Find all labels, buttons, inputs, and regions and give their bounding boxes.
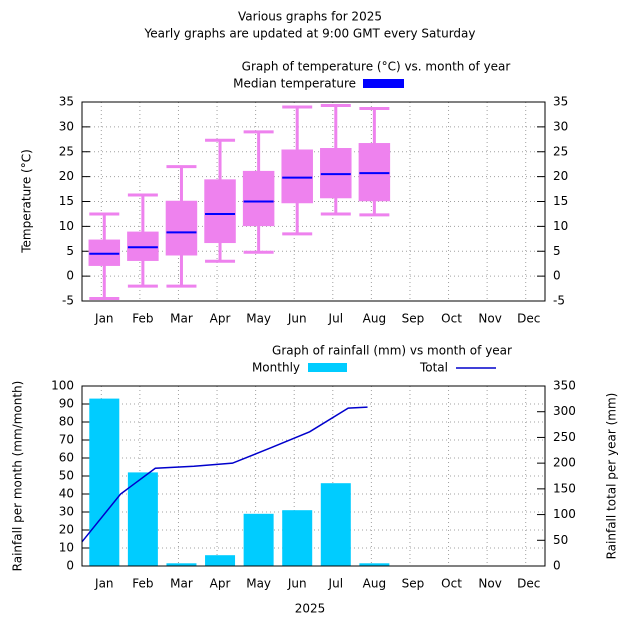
y-tick-label: 0 <box>66 559 74 573</box>
y-tick-label: 90 <box>59 397 74 411</box>
line <box>81 406 368 543</box>
plot-frame <box>81 101 546 302</box>
x-tick-label: Oct <box>441 577 462 591</box>
legend-swatch <box>308 363 347 372</box>
y-tick-label: 60 <box>59 451 74 465</box>
y-tick-label: 70 <box>59 433 74 447</box>
x-tick-label: Apr <box>210 577 231 591</box>
bar <box>166 563 197 566</box>
legend-label: Median temperature <box>233 77 356 91</box>
chart-title: Graph of temperature (°C) vs. month of y… <box>242 60 511 74</box>
x-tick-label: Aug <box>363 577 386 591</box>
y2-tick-label: 50 <box>553 533 568 547</box>
y2-tick-label: 25 <box>553 144 568 158</box>
y-tick-label: 10 <box>59 219 74 233</box>
y-tick-label: 5 <box>66 244 74 258</box>
y2-tick-label: 150 <box>553 481 576 495</box>
x-tick-label: Jan <box>94 577 114 591</box>
box <box>242 170 275 227</box>
y2-tick-label: 20 <box>553 169 568 183</box>
y2-axis-label: Rainfall total per year (mm) <box>605 393 619 560</box>
y-tick-label: 15 <box>59 194 74 208</box>
y-axis-label: Rainfall per month (mm/month) <box>11 381 25 572</box>
x-tick-label: Nov <box>478 577 501 591</box>
y2-tick-label: 250 <box>553 430 576 444</box>
box <box>281 149 313 204</box>
x-tick-label: Nov <box>478 312 501 326</box>
y2-tick-label: 15 <box>553 194 568 208</box>
x-tick-label: Mar <box>170 312 193 326</box>
bar <box>282 510 313 566</box>
y2-tick-label: 35 <box>553 95 568 109</box>
legend-label: Monthly <box>252 361 300 375</box>
y2-tick-label: 300 <box>553 404 576 418</box>
y-tick-label: -5 <box>62 294 74 308</box>
y-tick-label: 25 <box>59 144 74 158</box>
x-tick-label: Feb <box>132 577 153 591</box>
x-tick-label: Jul <box>328 312 343 326</box>
y2-tick-label: 200 <box>553 456 576 470</box>
legend-swatch <box>363 79 404 88</box>
x-tick-label: Dec <box>517 312 540 326</box>
y-tick-label: 80 <box>59 415 74 429</box>
page-subtitle: Yearly graphs are updated at 9:00 GMT ev… <box>143 27 475 41</box>
y-tick-label: 30 <box>59 505 74 519</box>
y-tick-label: 0 <box>66 269 74 283</box>
y2-tick-label: 100 <box>553 507 576 521</box>
legend-label: Total <box>419 361 448 375</box>
box <box>165 200 198 256</box>
y-tick-label: 20 <box>59 523 74 537</box>
y-tick-label: 20 <box>59 169 74 183</box>
x-tick-label: May <box>246 312 271 326</box>
y-tick-label: 30 <box>59 119 74 133</box>
x-tick-label: May <box>246 577 271 591</box>
x-tick-label: Oct <box>441 312 462 326</box>
bar <box>89 398 120 566</box>
y2-tick-label: 0 <box>553 269 561 283</box>
bar <box>320 483 351 566</box>
page-title: Various graphs for 2025 <box>238 10 382 24</box>
x-tick-label: Jul <box>328 577 343 591</box>
bar <box>205 555 236 566</box>
y-axis-label: Temperature (°C) <box>20 149 34 254</box>
x-tick-label: Apr <box>210 312 231 326</box>
y-tick-label: 100 <box>51 379 74 393</box>
bar <box>359 563 390 566</box>
x-axis-label: 2025 <box>295 602 326 616</box>
y-tick-label: 40 <box>59 487 74 501</box>
x-tick-label: Jun <box>287 577 307 591</box>
y2-tick-label: 0 <box>553 559 561 573</box>
bar <box>243 513 274 566</box>
y-tick-label: 50 <box>59 469 74 483</box>
y2-tick-label: 350 <box>553 379 576 393</box>
x-tick-label: Sep <box>402 577 425 591</box>
y2-tick-label: 30 <box>553 119 568 133</box>
y-tick-label: 10 <box>59 541 74 555</box>
y2-tick-label: 5 <box>553 244 561 258</box>
box <box>204 179 236 244</box>
y-tick-label: 35 <box>59 95 74 109</box>
x-tick-label: Sep <box>402 312 425 326</box>
plot-frame <box>81 385 546 567</box>
x-tick-label: Dec <box>517 577 540 591</box>
x-tick-label: Feb <box>132 312 153 326</box>
chart-title: Graph of rainfall (mm) vs month of year <box>272 344 512 358</box>
x-tick-label: Jan <box>94 312 114 326</box>
y2-tick-label: -5 <box>553 294 565 308</box>
x-tick-label: Aug <box>363 312 386 326</box>
y2-tick-label: 10 <box>553 219 568 233</box>
bar <box>127 472 158 566</box>
x-tick-label: Jun <box>287 312 307 326</box>
x-tick-label: Mar <box>170 577 193 591</box>
